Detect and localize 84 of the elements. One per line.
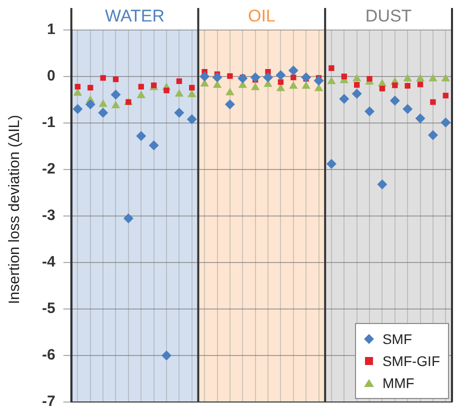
- point: [176, 78, 182, 84]
- point: [111, 100, 120, 108]
- point: [341, 74, 347, 80]
- point: [278, 79, 284, 85]
- point: [100, 75, 106, 81]
- point: [352, 74, 362, 82]
- point: [227, 73, 233, 79]
- point: [378, 78, 387, 86]
- point: [302, 81, 310, 89]
- point: [224, 99, 235, 110]
- point: [417, 82, 424, 88]
- y-tick-label: -2: [42, 160, 56, 178]
- y-tick-label: 0: [46, 68, 56, 85]
- point: [441, 74, 450, 82]
- point: [352, 88, 362, 99]
- legend-label: MMF: [382, 375, 414, 391]
- point: [212, 72, 222, 82]
- point: [402, 104, 413, 114]
- point: [339, 94, 350, 104]
- point: [238, 73, 248, 84]
- point: [290, 74, 296, 80]
- point: [327, 76, 336, 84]
- point: [415, 113, 426, 124]
- point: [186, 114, 197, 124]
- point: [189, 84, 195, 90]
- point: [174, 89, 184, 97]
- point: [148, 140, 159, 150]
- point: [85, 99, 96, 110]
- point: [314, 76, 324, 86]
- point: [72, 104, 83, 114]
- legend-label: SMF: [382, 331, 412, 347]
- point: [289, 81, 298, 89]
- point: [301, 72, 312, 82]
- point: [403, 74, 412, 82]
- point: [354, 82, 360, 88]
- point: [138, 84, 144, 90]
- point: [276, 70, 286, 80]
- point: [276, 84, 286, 92]
- point: [162, 350, 172, 360]
- point: [74, 84, 81, 90]
- text: OIL: [248, 6, 276, 26]
- text: DUST: [365, 6, 412, 26]
- y-tick-label: -1: [42, 114, 56, 132]
- y-tick-label: -5: [42, 300, 56, 318]
- point: [250, 72, 260, 82]
- point: [428, 130, 438, 140]
- y-tick-label: -6: [42, 346, 56, 364]
- y-tick-label: 1: [46, 21, 56, 38]
- point: [440, 118, 451, 128]
- y-tick-label: -3: [42, 207, 56, 224]
- point: [416, 74, 425, 82]
- point: [98, 108, 108, 118]
- point: [136, 90, 146, 98]
- point: [88, 84, 94, 90]
- y-axis-title: Insertion loss deviation (ΔIL): [6, 114, 24, 304]
- point: [364, 106, 375, 116]
- point: [328, 65, 334, 71]
- y-tick-label: -7: [42, 393, 56, 410]
- point: [112, 76, 119, 82]
- point: [263, 72, 274, 82]
- point: [250, 82, 260, 90]
- point: [123, 213, 134, 224]
- point: [377, 179, 388, 190]
- point: [390, 96, 400, 106]
- point: [442, 92, 448, 98]
- point: [174, 108, 184, 118]
- y-tick-label: -4: [42, 254, 56, 271]
- point: [379, 86, 386, 92]
- point: [188, 90, 196, 98]
- point: [392, 82, 398, 88]
- point: [200, 72, 210, 82]
- point: [430, 99, 436, 105]
- point: [326, 158, 336, 169]
- legend-label: SMF-GIF: [382, 353, 440, 369]
- point: [226, 88, 234, 96]
- point: [366, 76, 372, 82]
- text: WATER: [105, 6, 165, 26]
- point: [98, 99, 108, 107]
- point: [428, 74, 438, 82]
- point: [136, 131, 146, 142]
- point: [110, 90, 121, 100]
- point: [404, 82, 410, 89]
- point: [288, 65, 298, 76]
- point: [164, 88, 170, 94]
